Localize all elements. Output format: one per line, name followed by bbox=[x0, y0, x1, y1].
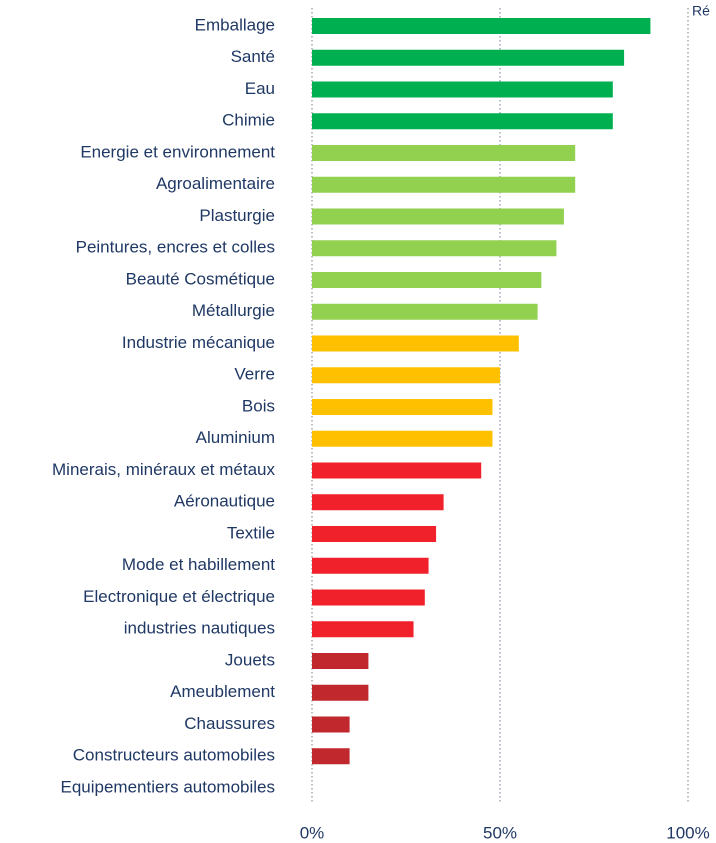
y-tick-label: Verre bbox=[234, 365, 275, 384]
bar bbox=[312, 49, 625, 66]
bar bbox=[312, 208, 564, 225]
bar bbox=[312, 367, 500, 384]
y-tick-label: Chimie bbox=[222, 111, 275, 130]
bar bbox=[312, 653, 369, 669]
bar bbox=[312, 145, 576, 161]
bar bbox=[312, 557, 429, 574]
bar bbox=[312, 272, 542, 288]
bar bbox=[312, 621, 414, 638]
bar bbox=[312, 113, 613, 130]
bar bbox=[312, 716, 350, 733]
x-tick-label: 0% bbox=[300, 823, 325, 842]
y-tick-label: Ameublement bbox=[170, 682, 275, 701]
y-tick-label: Mode et habillement bbox=[122, 555, 275, 574]
bar bbox=[312, 430, 493, 447]
y-tick-label: Minerais, minéraux et métaux bbox=[52, 460, 275, 479]
bar bbox=[312, 589, 425, 606]
y-tick-label: Constructeurs automobiles bbox=[73, 746, 275, 765]
y-tick-label: Industrie mécanique bbox=[122, 333, 275, 352]
y-tick-label: Plasturgie bbox=[199, 206, 275, 225]
y-tick-label: Equipementiers automobiles bbox=[60, 777, 275, 796]
bar bbox=[312, 176, 576, 193]
y-tick-label: Métallurgie bbox=[192, 301, 275, 320]
y-tick-label: Jouets bbox=[225, 650, 275, 669]
x-tick-label: 100% bbox=[666, 823, 709, 842]
y-tick-label: industries nautiques bbox=[124, 619, 275, 638]
bar bbox=[312, 462, 482, 479]
bar bbox=[312, 303, 538, 320]
y-tick-label: Beauté Cosmétique bbox=[126, 269, 275, 288]
x-tick-label: 50% bbox=[483, 823, 517, 842]
bar bbox=[312, 18, 651, 34]
annotation: Ré bbox=[692, 3, 710, 19]
y-tick-label: Peintures, encres et colles bbox=[76, 238, 275, 257]
y-tick-label: Chaussures bbox=[184, 714, 275, 733]
y-tick-label: Santé bbox=[231, 47, 275, 66]
y-tick-label: Energie et environnement bbox=[80, 142, 275, 161]
y-tick-label: Bois bbox=[242, 396, 275, 415]
bar bbox=[312, 335, 519, 352]
bar bbox=[312, 240, 557, 257]
y-tick-label: Aéronautique bbox=[174, 492, 275, 511]
bar bbox=[312, 748, 350, 765]
bar bbox=[312, 684, 369, 701]
y-tick-label: Electronique et électrique bbox=[83, 587, 275, 606]
y-tick-label: Emballage bbox=[195, 15, 275, 34]
bar bbox=[312, 526, 437, 542]
bar bbox=[312, 494, 444, 511]
y-tick-label: Agroalimentaire bbox=[156, 174, 275, 193]
bar bbox=[312, 81, 613, 98]
y-tick-label: Aluminium bbox=[196, 428, 275, 447]
y-tick-label: Eau bbox=[245, 79, 275, 98]
bar bbox=[312, 399, 493, 415]
y-tick-label: Textile bbox=[227, 523, 275, 542]
